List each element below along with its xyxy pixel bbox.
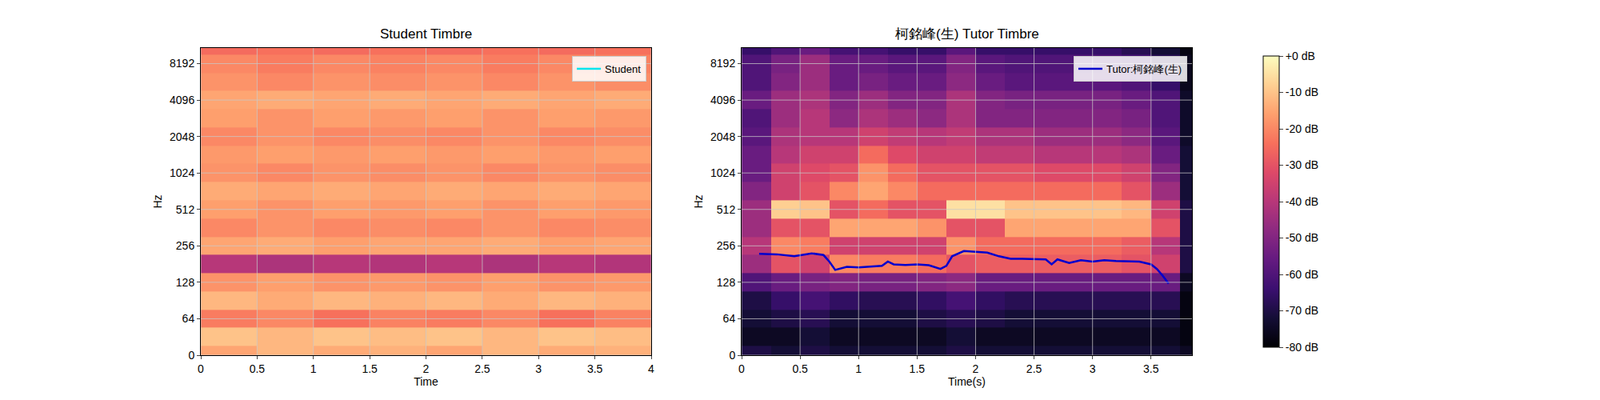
svg-text:256: 256 xyxy=(716,239,736,252)
svg-text:1024: 1024 xyxy=(710,166,736,180)
svg-text:64: 64 xyxy=(182,312,196,325)
svg-text:3.5: 3.5 xyxy=(1143,362,1160,376)
svg-text:3: 3 xyxy=(1089,362,1096,376)
svg-text:64: 64 xyxy=(723,312,736,325)
svg-text:128: 128 xyxy=(716,276,736,289)
svg-text:2048: 2048 xyxy=(710,130,736,144)
svg-text:Time: Time xyxy=(413,375,439,388)
svg-text:0: 0 xyxy=(728,348,736,362)
svg-text:-20 dB: -20 dB xyxy=(1285,122,1319,136)
svg-text:1024: 1024 xyxy=(169,166,195,180)
svg-text:8192: 8192 xyxy=(710,56,736,70)
svg-text:1: 1 xyxy=(855,362,862,376)
svg-text:2.5: 2.5 xyxy=(1026,362,1043,376)
svg-text:-50 dB: -50 dB xyxy=(1285,231,1319,244)
svg-text:Student: Student xyxy=(604,63,641,76)
svg-text:0: 0 xyxy=(188,348,195,362)
svg-text:-30 dB: -30 dB xyxy=(1285,158,1319,172)
svg-text:512: 512 xyxy=(176,203,196,216)
svg-text:0.5: 0.5 xyxy=(792,362,808,376)
svg-text:2048: 2048 xyxy=(169,130,195,144)
svg-text:128: 128 xyxy=(176,276,196,289)
svg-text:Hz: Hz xyxy=(692,194,705,208)
svg-text:-10 dB: -10 dB xyxy=(1285,85,1319,99)
svg-text:1.5: 1.5 xyxy=(909,362,926,376)
svg-text:Time(s): Time(s) xyxy=(948,375,986,388)
svg-text:-70 dB: -70 dB xyxy=(1285,304,1319,317)
svg-text:+0 dB: +0 dB xyxy=(1285,49,1316,63)
svg-text:Hz: Hz xyxy=(151,194,164,208)
svg-text:3: 3 xyxy=(535,362,542,376)
svg-text:1.5: 1.5 xyxy=(361,362,378,376)
svg-text:4096: 4096 xyxy=(710,93,736,107)
svg-text:4: 4 xyxy=(648,362,655,376)
svg-text:2.5: 2.5 xyxy=(474,362,491,376)
svg-text:-60 dB: -60 dB xyxy=(1285,268,1319,281)
svg-text:2: 2 xyxy=(423,362,430,376)
svg-text:-80 dB: -80 dB xyxy=(1285,340,1319,354)
svg-text:1: 1 xyxy=(310,362,317,376)
svg-text:2: 2 xyxy=(972,362,980,376)
svg-text:Tutor:柯銘峰(生): Tutor:柯銘峰(生) xyxy=(1106,63,1182,76)
svg-text:8192: 8192 xyxy=(169,56,195,70)
svg-text:0: 0 xyxy=(738,362,745,376)
svg-text:柯銘峰(生) Tutor Timbre: 柯銘峰(生) Tutor Timbre xyxy=(895,26,1040,42)
svg-text:-40 dB: -40 dB xyxy=(1285,195,1319,208)
svg-text:0.5: 0.5 xyxy=(249,362,266,376)
svg-text:256: 256 xyxy=(176,239,196,252)
svg-text:4096: 4096 xyxy=(169,93,195,107)
svg-text:Student Timbre: Student Timbre xyxy=(380,26,472,42)
svg-text:512: 512 xyxy=(716,203,736,216)
svg-text:0: 0 xyxy=(197,362,204,376)
svg-text:3.5: 3.5 xyxy=(587,362,604,376)
